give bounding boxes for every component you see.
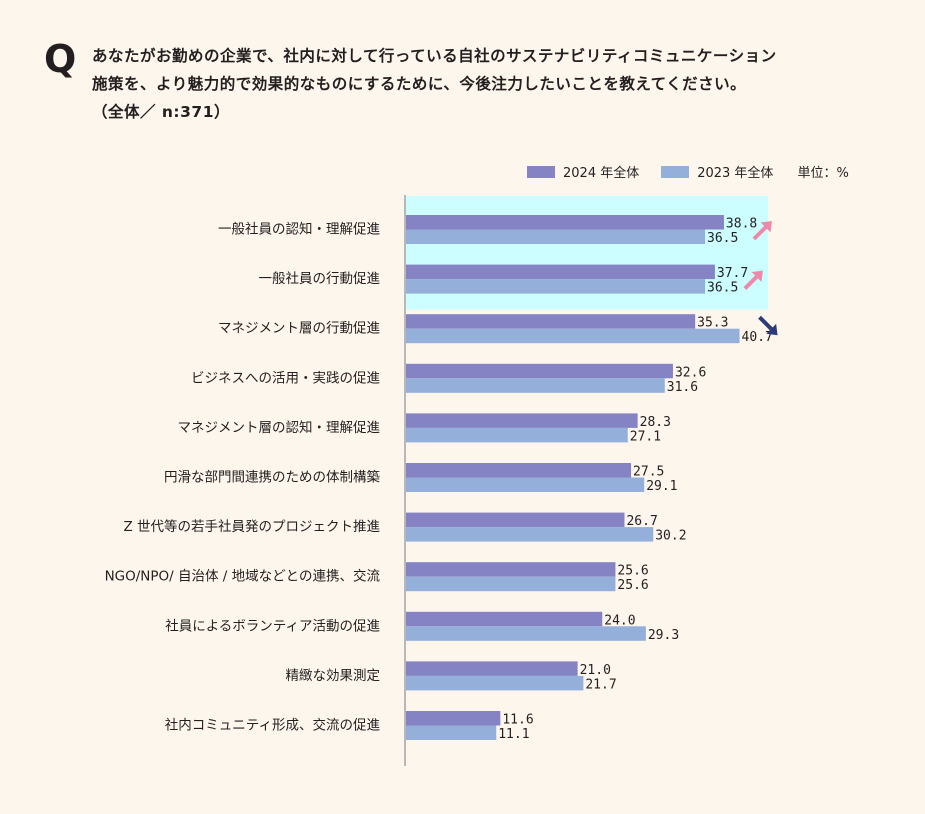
category-label: 一般社員の認知・理解促進 xyxy=(218,221,380,238)
bar-2023 xyxy=(405,229,706,244)
bar-2023 xyxy=(405,527,654,542)
bar-2023 xyxy=(405,626,646,641)
bar-2024 xyxy=(405,562,616,577)
value-label: 26.7 xyxy=(626,514,657,529)
legend-item-2024: 2024 年全体 xyxy=(527,162,639,181)
value-label: 24.0 xyxy=(604,613,635,628)
bar-2024 xyxy=(405,512,625,528)
value-label: 29.3 xyxy=(648,628,679,643)
value-label: 32.6 xyxy=(675,365,706,380)
value-label: 28.3 xyxy=(640,415,671,430)
legend-label-2023: 2023 年全体 xyxy=(697,166,774,181)
value-label: 37.7 xyxy=(717,266,748,281)
trend-up-arrow xyxy=(752,221,772,241)
unit-label: 単位：% xyxy=(797,166,849,181)
bar-2024 xyxy=(405,413,638,428)
bar-2024 xyxy=(405,463,632,478)
category-label: ビジネスへの活用・実践の促進 xyxy=(191,370,380,386)
legend-swatch-2023 xyxy=(661,165,690,178)
category-label: 円滑な部門間連携のための体制構築 xyxy=(164,470,380,486)
value-label: 21.0 xyxy=(580,663,611,678)
bar-2023 xyxy=(405,576,616,592)
category-label: 精緻な効果測定 xyxy=(286,668,381,684)
chart-legend: 2024 年全体 2023 年全体 単位：% xyxy=(527,162,849,181)
trend-down-arrow xyxy=(758,315,778,336)
bar-2023 xyxy=(405,378,665,393)
legend-label-2024: 2024 年全体 xyxy=(563,166,640,181)
value-label: 30.2 xyxy=(655,529,686,544)
category-label: 一般社員の行動促進 xyxy=(259,271,381,287)
value-label: 36.5 xyxy=(707,281,738,296)
bar-2023 xyxy=(405,725,497,740)
category-label: Z 世代等の若手社員発のプロジェクト推進 xyxy=(123,518,380,535)
value-label: 11.6 xyxy=(502,713,533,728)
question-mark: Q xyxy=(44,37,77,81)
bar-2024 xyxy=(405,363,673,379)
bar-2024 xyxy=(405,711,501,726)
bar-2024 xyxy=(405,661,578,676)
bar-2023 xyxy=(405,427,628,443)
question-line-1: あなたがお勤めの企業で、社内に対して行っている自社のサステナビリティコミュニケー… xyxy=(92,47,777,65)
legend-swatch-2024 xyxy=(527,165,555,178)
value-label: 31.6 xyxy=(667,380,698,395)
bar-2023 xyxy=(405,279,706,294)
question-line-3: （全体／ n:371） xyxy=(92,103,230,121)
value-label: 25.6 xyxy=(617,578,648,593)
value-label: 11.1 xyxy=(498,727,529,742)
bar-2024 xyxy=(405,611,603,627)
bar-2023 xyxy=(405,675,584,691)
category-label: マネジメント層の認知・理解促進 xyxy=(178,419,381,436)
legend-item-2023: 2023 年全体 xyxy=(661,162,773,181)
value-label: 35.3 xyxy=(697,316,728,331)
bar-2023 xyxy=(405,328,740,344)
value-label: 21.7 xyxy=(585,677,616,692)
trend-up-arrow xyxy=(743,270,763,291)
category-label: マネジメント層の行動促進 xyxy=(218,321,380,337)
bar-2024 xyxy=(405,264,715,280)
question-text: あなたがお勤めの企業で、社内に対して行っている自社のサステナビリティコミュニケー… xyxy=(92,42,892,126)
question-line-2: 施策を、より魅力的で効果的なものにするために、今後注力したいことを教えてください… xyxy=(92,75,747,93)
bar-2024 xyxy=(405,215,724,230)
value-label: 27.5 xyxy=(633,465,664,480)
value-label: 29.1 xyxy=(646,479,677,494)
value-label: 25.6 xyxy=(617,564,648,579)
category-label: NGO/NPO/ 自治体 / 地域などとの連携、交流 xyxy=(105,568,381,585)
bar-2023 xyxy=(405,477,645,492)
value-label: 27.1 xyxy=(630,429,661,444)
value-label: 38.8 xyxy=(726,217,757,232)
category-label: 社員によるボランティア活動の促進 xyxy=(165,618,380,634)
value-label: 40.7 xyxy=(742,330,773,345)
category-label: 社内コミュニティ形成、交流の促進 xyxy=(165,717,381,734)
bar-2024 xyxy=(405,314,696,329)
value-label: 36.5 xyxy=(707,231,738,246)
